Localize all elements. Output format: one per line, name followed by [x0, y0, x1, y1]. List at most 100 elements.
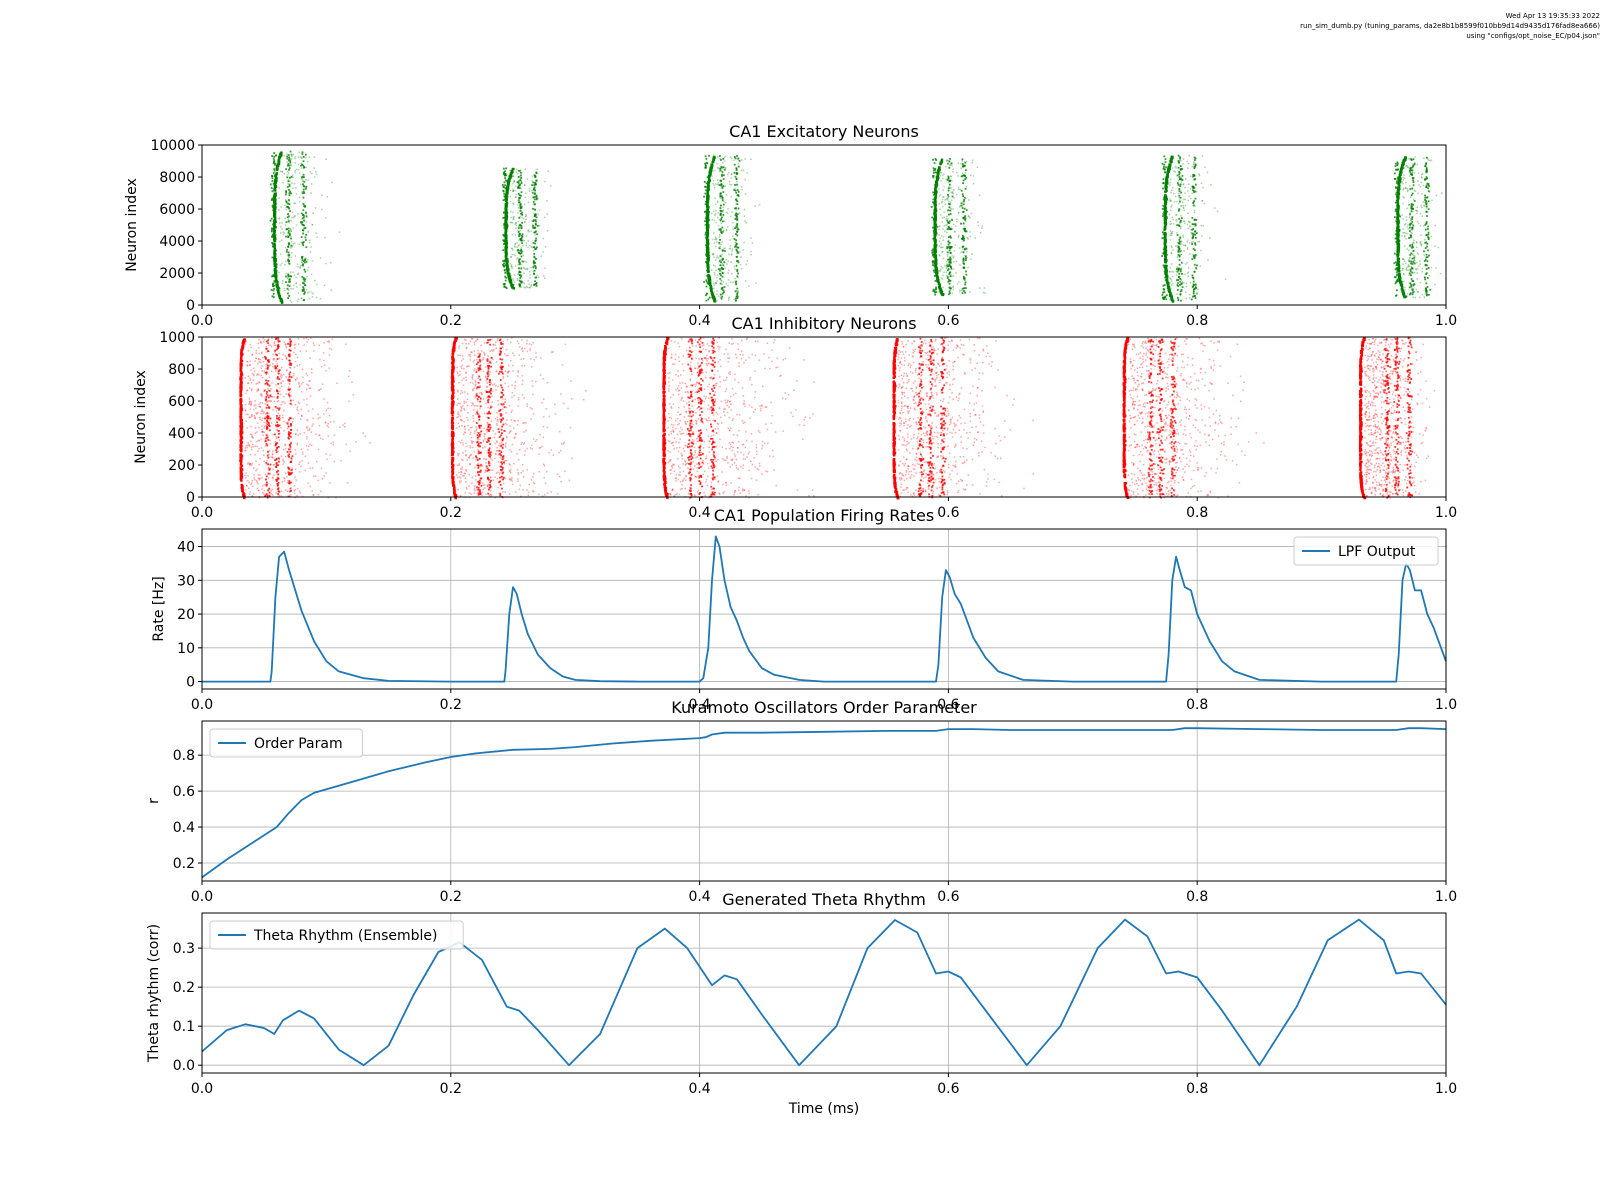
- spike-dot: [1183, 250, 1185, 252]
- spike-dot: [307, 292, 309, 294]
- spike-dot: [722, 166, 725, 169]
- spike-dot: [984, 292, 986, 294]
- spike-dot: [1177, 299, 1180, 302]
- spike-dot: [1189, 253, 1191, 255]
- spike-dot: [1186, 190, 1189, 192]
- spike-dot: [301, 297, 303, 299]
- spike-dot: [1173, 201, 1176, 203]
- spike-dot: [302, 167, 304, 170]
- spike-dot: [502, 260, 505, 262]
- spike-dot: [951, 228, 954, 230]
- spike-dot: [1410, 157, 1412, 160]
- spike-dot: [1180, 261, 1183, 264]
- spike-dot: [1410, 210, 1413, 213]
- spike-dot: [298, 200, 301, 203]
- spike-dot: [504, 264, 507, 267]
- spike-dot: [946, 179, 949, 181]
- spike-dot: [715, 238, 718, 241]
- spike-dot: [278, 218, 280, 220]
- spike-dot: [947, 217, 950, 220]
- spike-dot: [952, 286, 954, 289]
- spike-dot: [1409, 167, 1411, 170]
- spike-dot: [1161, 162, 1164, 165]
- spike-dot: [1180, 177, 1183, 180]
- spike-dot: [734, 184, 736, 186]
- spike-dot: [932, 167, 935, 170]
- spike-dot: [1173, 192, 1175, 195]
- spike-dot: [319, 257, 322, 259]
- spike-dot: [1186, 262, 1188, 264]
- spike-dot: [1182, 158, 1185, 160]
- spike-dot: [535, 197, 538, 200]
- spike-dot: [1411, 166, 1414, 169]
- spike-dot: [292, 187, 294, 189]
- spike-dot: [520, 177, 523, 179]
- spike-dot: [965, 287, 967, 290]
- spike-dot: [1397, 197, 1400, 200]
- spike-dot: [290, 228, 292, 231]
- spike-dot: [1161, 294, 1164, 296]
- spike-dot: [965, 186, 968, 188]
- spike-dot: [518, 279, 521, 282]
- spike-dot: [952, 208, 954, 210]
- spike-dot: [510, 256, 513, 258]
- spike-dot: [509, 200, 512, 203]
- spike-dot: [1178, 196, 1180, 199]
- spike-dot: [1192, 190, 1195, 192]
- spike-dot: [1397, 224, 1400, 226]
- spike-dot: [518, 187, 521, 189]
- spike-dot: [287, 172, 290, 174]
- spike-dot: [941, 278, 944, 280]
- spike-dot: [730, 215, 732, 218]
- spike-dot: [512, 190, 514, 192]
- spike-dot: [534, 191, 536, 194]
- spike-dot: [1175, 214, 1177, 216]
- spike-dot: [964, 161, 967, 164]
- y-tick-label: 2000: [159, 266, 195, 282]
- spike-dot: [280, 151, 283, 154]
- spike-dot: [1419, 224, 1422, 227]
- spike-dot: [533, 226, 536, 229]
- spike-dot: [949, 213, 952, 215]
- spike-dot: [1181, 179, 1184, 181]
- spike-dot: [1409, 158, 1411, 160]
- spike-dot: [547, 170, 550, 172]
- spike-dot: [291, 246, 293, 248]
- spike-dot: [326, 196, 329, 198]
- spike-dot: [722, 203, 725, 206]
- spike-dot: [525, 218, 527, 221]
- spike-dot: [271, 223, 274, 226]
- spike-dot: [950, 246, 953, 248]
- spike-dot: [517, 249, 520, 251]
- spike-dot: [945, 275, 948, 277]
- spike-dot: [1168, 200, 1171, 202]
- spike-dot: [267, 342, 270, 345]
- spike-dot: [1405, 267, 1408, 270]
- spike-dot: [970, 174, 972, 177]
- spike-dot: [273, 195, 275, 198]
- spike-dot: [941, 267, 944, 269]
- run-info: Wed Apr 13 19:35:33 2022 run_sim_dumb.py…: [900, 11, 1600, 41]
- spike-dot: [947, 255, 949, 257]
- spike-dot: [289, 271, 292, 273]
- spike-dot: [735, 248, 738, 251]
- spike-dot: [948, 236, 951, 238]
- spike-dot: [736, 219, 739, 221]
- spike-dot: [718, 184, 721, 186]
- spike-dot: [515, 222, 517, 224]
- spike-dot: [1393, 262, 1396, 265]
- spike-dot: [1180, 267, 1182, 270]
- spike-dot: [935, 182, 937, 184]
- spike-dot: [1178, 255, 1181, 258]
- spike-dot: [942, 228, 944, 230]
- spike-dot: [509, 169, 511, 172]
- spike-dot: [706, 221, 709, 224]
- spike-dot: [1164, 265, 1167, 268]
- spike-dot: [728, 297, 730, 300]
- spike-dot: [298, 243, 301, 246]
- spike-dot: [303, 204, 305, 206]
- spike-dot: [941, 198, 944, 201]
- spike-dot: [288, 168, 290, 171]
- spike-dot: [550, 185, 552, 187]
- spike-dot: [723, 168, 726, 171]
